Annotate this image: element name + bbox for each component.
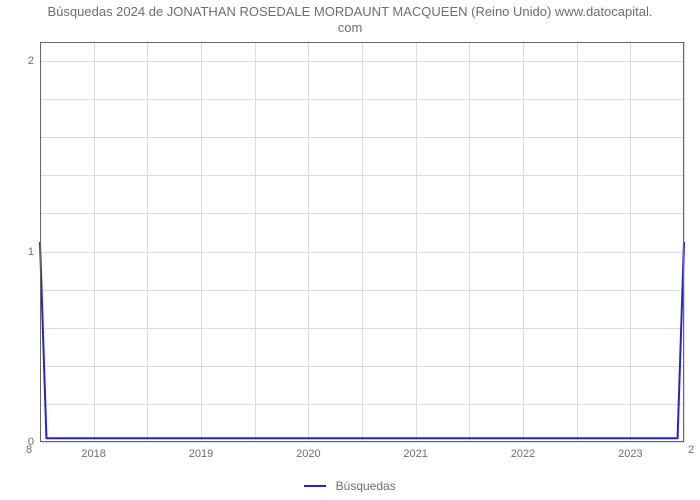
chart-title: Búsquedas 2024 de JONATHAN ROSEDALE MORD… bbox=[0, 4, 700, 37]
plot-area: 012 201820192020202120222023 8 2 bbox=[40, 42, 684, 442]
x-tick-label: 2021 bbox=[403, 442, 427, 460]
x-tick-label: 2022 bbox=[511, 442, 535, 460]
extra-label-bottom-left: 8 bbox=[26, 444, 32, 456]
x-tick-label: 2023 bbox=[618, 442, 642, 460]
gridline-v bbox=[684, 42, 685, 442]
x-tick-label: 2019 bbox=[189, 442, 213, 460]
chart-title-line2: com bbox=[0, 20, 700, 36]
legend-label: Búsquedas bbox=[336, 479, 396, 493]
series-path bbox=[40, 242, 684, 438]
gridline-h bbox=[40, 442, 684, 443]
y-tick-label: 1 bbox=[28, 246, 40, 258]
x-tick-label: 2020 bbox=[296, 442, 320, 460]
extra-label-bottom-right: 2 bbox=[688, 444, 694, 456]
chart-title-line1: Búsquedas 2024 de JONATHAN ROSEDALE MORD… bbox=[0, 4, 700, 20]
legend: Búsquedas bbox=[0, 478, 700, 493]
x-tick-label: 2018 bbox=[81, 442, 105, 460]
legend-swatch bbox=[304, 485, 326, 487]
line-series bbox=[40, 42, 684, 442]
chart-container: Búsquedas 2024 de JONATHAN ROSEDALE MORD… bbox=[0, 0, 700, 500]
y-tick-label: 2 bbox=[28, 55, 40, 67]
